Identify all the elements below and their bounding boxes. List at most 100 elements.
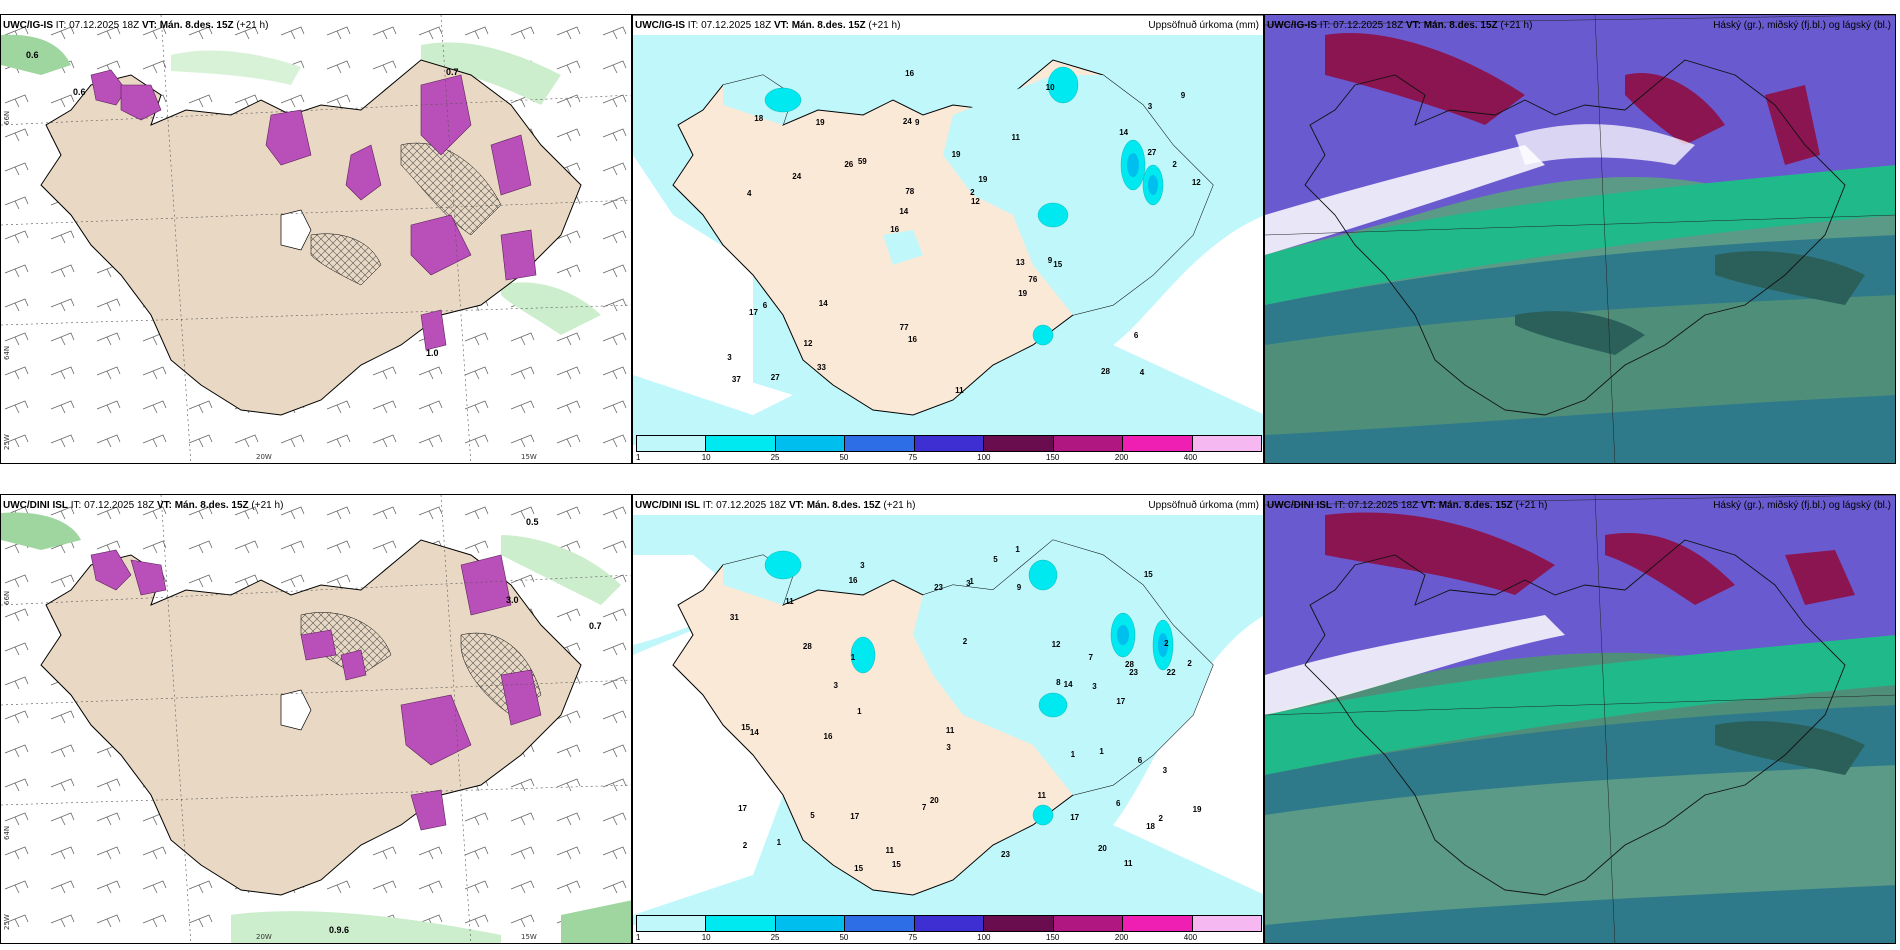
precip-value-label: 22 [1166,667,1176,677]
precip-value-label: 5 [810,811,815,821]
precip-value-label: 4 [1139,367,1145,377]
precip-value-label: 3 [946,742,951,752]
precip-value-label: 11 [885,845,895,855]
precip-value-label: 76 [1028,275,1038,285]
precip-value-label: 2 [742,840,748,850]
precip-value-label: 6 [1137,756,1143,766]
precip-value-label: 3 [860,561,865,571]
precip-value-label: 1 [1070,749,1076,759]
row2-wind-map [1,495,631,943]
precip-value-label: 9 [1047,255,1053,265]
precip-value-label: 17 [749,307,758,317]
precip-value-label: 24 [902,117,912,127]
colorbar [636,915,1262,932]
precip-value-label: 2 [1172,160,1177,170]
lat-label: 64N [3,345,11,360]
grid-value: 0.7 [446,67,459,77]
lon-label: 15W [521,453,537,461]
precip-value-label: 16 [848,576,858,586]
colorbar [636,435,1262,452]
precip-value-label: 15 [1053,259,1063,269]
precip-value-label: 16 [823,731,833,741]
grid-value: 0.7 [589,621,602,631]
precip-value-label: 2 [970,187,975,197]
precip-value-label: 1 [850,653,856,663]
precip-value-label: 17 [1070,812,1080,822]
precip-value-label: 12 [970,197,980,207]
row1-cloud-map [1265,15,1895,463]
precip-value-label: 14 [899,206,909,216]
precip-right-title: Uppsöfnuð úrkoma (mm) [1148,20,1259,31]
precip-value-label: 2 [1187,659,1192,668]
precip-value-label: 9 [1180,90,1186,100]
precip-value-label: 11 [955,386,964,396]
precip-value-label: 23 [1129,667,1139,677]
precip-value-label: 7 [921,803,927,813]
precip-value-label: 1 [776,838,782,848]
precip-value-label: 31 [729,613,739,623]
row2-cloud-title: UWC/DINI ISL IT: 07.12.2025 18Z VT: Mán.… [1267,500,1548,511]
precip-value-label: 15 [741,723,751,733]
precip-value-label: 16 [908,334,917,344]
row1-precip-title: UWC/IG-IS IT: 07.12.2025 18Z VT: Mán. 8.… [635,20,901,31]
precip-value-label: 9 [914,118,920,128]
precip-value-label: 26 [844,159,854,169]
precip-value-label: 2 [962,636,968,646]
row2-precip-map [633,515,1263,925]
grid-value: 3.0 [506,595,519,605]
row1-precip-panel: UWC/IG-IS IT: 07.12.2025 18Z VT: Mán. 8.… [632,14,1264,464]
row2-precip-title: UWC/DINI ISL IT: 07.12.2025 18Z VT: Mán.… [635,500,916,511]
precip-value-label: 20 [929,796,939,806]
precip-value-label: 11 [945,726,955,736]
precip-value-label: 14 [1119,127,1129,137]
precip-value-label: 3 [1092,681,1097,691]
precip-value-label: 2 [1164,639,1169,649]
precip-value-label: 6 [1115,799,1121,809]
precip-value-label: 11 [785,597,794,607]
precip-value-label: 17 [850,812,860,822]
precip-value-label: 23 [934,583,943,593]
precip-value-label: 1 [1099,746,1104,756]
precip-value-label: 12 [803,338,813,348]
precip-value-label: 15 [854,864,864,874]
precip-value-label: 12 [1191,178,1201,188]
precip-value-label: 24 [792,171,802,181]
precip-value-label: 1 [857,706,862,716]
precip-value-label: 23 [1001,850,1010,860]
precip-value-label: 3 [833,680,838,690]
precip-value-label: 1 [1015,544,1020,554]
precip-value-label: 78 [905,187,915,197]
precip-value-label: 27 [1147,148,1157,158]
precip-value-label: 28 [1101,367,1110,377]
precip-value-label: 12 [1051,639,1061,649]
precip-value-label: 16 [890,225,900,235]
precip-value-label: 9 [1016,582,1022,592]
colorbar-ticks: 1 10 25 50 75 100 150 200 400 [636,453,1198,462]
grid-value: 0.6 [26,50,39,60]
precip-value-label: 19 [1018,288,1028,298]
precip-value-label: 3 [1162,765,1168,775]
precip-value-label: 11 [1037,790,1046,800]
row2-cloud-map [1265,495,1895,943]
precip-value-label: 19 [978,174,988,184]
precip-value-label: 3 [966,578,971,588]
row1-cloud-title: UWC/IG-IS IT: 07.12.2025 18Z VT: Mán. 8.… [1267,20,1533,31]
precip-value-label: 3 [727,352,732,362]
precip-value-label: 28 [802,642,812,652]
precip-value-label: 4 [746,189,752,199]
row2-cloud-panel: UWC/DINI ISL IT: 07.12.2025 18Z VT: Mán.… [1264,494,1896,944]
cloud-right-title: Háský (gr.), miðský (fj.bl.) og lágský (… [1713,20,1891,31]
precip-value-label: 14 [1063,680,1073,690]
precip-value-label: 8 [1056,678,1061,688]
precip-value-label: 33 [817,363,826,373]
lon-label: 25W [3,434,11,450]
precip-value-label: 13 [1015,257,1025,267]
row1-wind-title: UWC/IG-IS IT: 07.12.2025 18Z VT: Mán. 8.… [3,20,269,31]
precip-value-label: 11 [1011,133,1020,143]
precip-value-label: 37 [731,374,741,384]
precip-value-label: 59 [857,157,867,167]
precip-value-label: 6 [1133,330,1139,340]
precip-value-label: 19 [951,150,961,160]
row1-wind-panel: UWC/IG-IS IT: 07.12.2025 18Z VT: Mán. 8.… [0,14,632,464]
precip-value-label: 19 [1192,805,1202,815]
